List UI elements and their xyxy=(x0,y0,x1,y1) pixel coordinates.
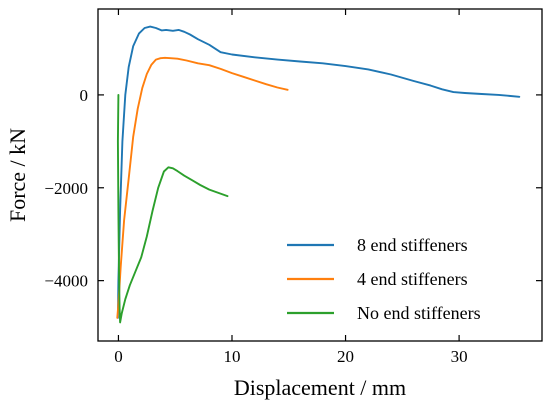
x-axis-label: Displacement / mm xyxy=(234,375,406,400)
y-tick-label: −4000 xyxy=(44,272,88,291)
y-tick-label: 0 xyxy=(80,86,89,105)
series-layer xyxy=(116,25,521,324)
legend-label-1: 4 end stiffeners xyxy=(357,269,468,289)
x-tick-label: 10 xyxy=(223,347,240,366)
ticks: 0 10 20 30 0 −2000 −4000 xyxy=(44,9,542,366)
y-axis-label: Force / kN xyxy=(5,128,30,222)
y-tick-label: −2000 xyxy=(44,179,88,198)
legend-label-0: 8 end stiffeners xyxy=(357,235,468,255)
series-line-0 xyxy=(116,25,521,319)
plot-frame xyxy=(97,8,543,342)
series-line-2 xyxy=(116,93,229,324)
x-tick-label: 30 xyxy=(451,347,468,366)
legend-label-2: No end stiffeners xyxy=(357,303,481,323)
legend: 8 end stiffeners 4 end stiffeners No end… xyxy=(287,235,481,323)
x-tick-label: 0 xyxy=(114,347,123,366)
x-tick-label: 20 xyxy=(337,347,354,366)
series-line-1 xyxy=(116,56,289,319)
